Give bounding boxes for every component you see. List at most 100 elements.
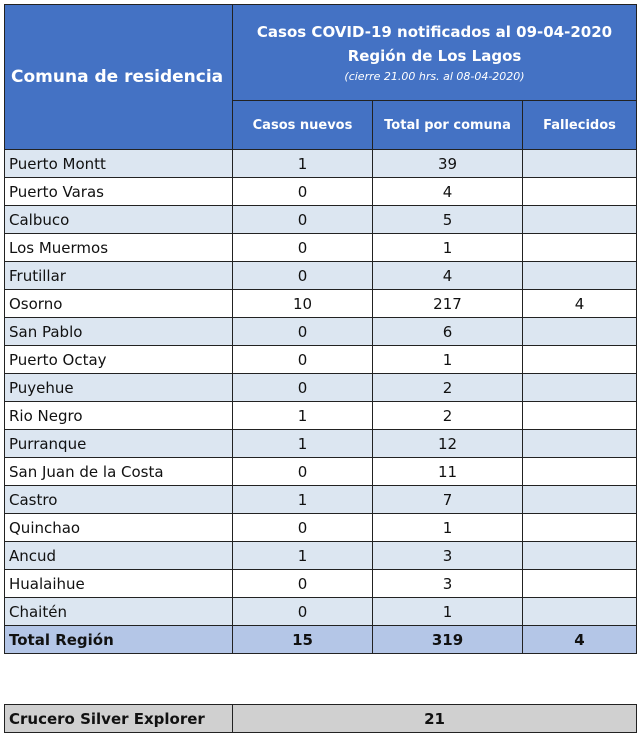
cell-value bbox=[521, 541, 638, 570]
extra-value: 21 bbox=[232, 704, 637, 733]
cell-value: 11 bbox=[372, 457, 523, 486]
cell-value: 1 bbox=[232, 149, 373, 178]
table-row: Chaitén 0 1 bbox=[4, 597, 638, 626]
cell-value: 0 bbox=[232, 345, 373, 374]
comuna-name: Puerto Varas bbox=[4, 177, 233, 206]
comuna-name: San Juan de la Costa bbox=[4, 457, 233, 486]
cell-value: 4 bbox=[521, 289, 638, 318]
cell-value: 0 bbox=[232, 177, 373, 206]
table-row: Calbuco 0 5 bbox=[4, 205, 638, 234]
table-row: Rio Negro 1 2 bbox=[4, 401, 638, 430]
cell-value: 1 bbox=[372, 345, 523, 374]
comuna-name: Quinchao bbox=[4, 513, 233, 542]
cell-value: 0 bbox=[232, 373, 373, 402]
cell-value: 0 bbox=[232, 233, 373, 262]
comuna-name: Puerto Octay bbox=[4, 345, 233, 374]
cell-value: 12 bbox=[372, 429, 523, 458]
total-value: 319 bbox=[372, 625, 523, 654]
cell-value: 6 bbox=[372, 317, 523, 346]
cell-value: 0 bbox=[232, 597, 373, 626]
extra-table: Crucero Silver Explorer 21 bbox=[4, 704, 637, 733]
table-row: Puerto Montt 1 39 bbox=[4, 149, 638, 178]
cell-value bbox=[521, 261, 638, 290]
table-row: Ancud 1 3 bbox=[4, 541, 638, 570]
cell-value bbox=[521, 317, 638, 346]
table-row: Castro 1 7 bbox=[4, 485, 638, 514]
table-row: Puyehue 0 2 bbox=[4, 373, 638, 402]
comuna-name: Hualaihue bbox=[4, 569, 233, 598]
comuna-name: Frutillar bbox=[4, 261, 233, 290]
cases-table: Comuna de residencia Casos COVID-19 noti… bbox=[4, 4, 638, 654]
cell-value: 7 bbox=[372, 485, 523, 514]
cell-value bbox=[521, 513, 638, 542]
cell-value: 0 bbox=[232, 317, 373, 346]
title-line: Casos COVID-19 notificados al 09-04-2020 bbox=[256, 22, 613, 41]
cell-value: 0 bbox=[232, 261, 373, 290]
table-row: Purranque 1 12 bbox=[4, 429, 638, 458]
cell-value: 0 bbox=[232, 457, 373, 486]
total-value: 15 bbox=[232, 625, 373, 654]
extra-label: Crucero Silver Explorer bbox=[4, 704, 233, 733]
cell-value: 10 bbox=[232, 289, 373, 318]
comuna-name: Chaitén bbox=[4, 597, 233, 626]
cell-value bbox=[521, 345, 638, 374]
cell-value bbox=[521, 177, 638, 206]
table-row: Osorno 10 217 4 bbox=[4, 289, 638, 318]
cell-value: 2 bbox=[372, 373, 523, 402]
table-row: Hualaihue 0 3 bbox=[4, 569, 638, 598]
cell-value bbox=[521, 485, 638, 514]
cell-value: 1 bbox=[232, 485, 373, 514]
cell-value: 39 bbox=[372, 149, 523, 178]
cell-value bbox=[521, 597, 638, 626]
cell-value bbox=[521, 457, 638, 486]
table-row: Los Muermos 0 1 bbox=[4, 233, 638, 262]
column-header: Casos nuevos bbox=[232, 100, 373, 150]
cell-value: 0 bbox=[232, 205, 373, 234]
table-row: Frutillar 0 4 bbox=[4, 261, 638, 290]
title-note: (cierre 21.00 hrs. al 08-04-2020) bbox=[344, 69, 525, 83]
comuna-name: Rio Negro bbox=[4, 401, 233, 430]
cell-value bbox=[521, 569, 638, 598]
title-line: Región de Los Lagos bbox=[347, 46, 522, 65]
comuna-name: Calbuco bbox=[4, 205, 233, 234]
cell-value: 5 bbox=[372, 205, 523, 234]
cell-value: 2 bbox=[372, 401, 523, 430]
table-body: Puerto Montt 1 39 Puerto Varas 0 4 Calbuco 0 5 Lo… bbox=[4, 149, 638, 654]
table-row: San Pablo 0 6 bbox=[4, 317, 638, 346]
table-row: Puerto Octay 0 1 bbox=[4, 345, 638, 374]
column-header: Fallecidos bbox=[521, 100, 638, 150]
cell-value bbox=[521, 429, 638, 458]
column-title: Comuna de residencia bbox=[4, 4, 233, 150]
cell-value bbox=[521, 149, 638, 178]
comuna-name: San Pablo bbox=[4, 317, 233, 346]
cell-value: 1 bbox=[232, 541, 373, 570]
comuna-name: Purranque bbox=[4, 429, 233, 458]
comuna-name: Los Muermos bbox=[4, 233, 233, 262]
cell-value bbox=[521, 233, 638, 262]
cell-value: 0 bbox=[232, 513, 373, 542]
cell-value: 1 bbox=[232, 401, 373, 430]
cell-value: 217 bbox=[372, 289, 523, 318]
cell-value: 4 bbox=[372, 261, 523, 290]
column-header: Total por comuna bbox=[372, 100, 523, 150]
total-value: 4 bbox=[521, 625, 638, 654]
cell-value: 1 bbox=[372, 233, 523, 262]
cell-value: 1 bbox=[372, 513, 523, 542]
comuna-name: Osorno bbox=[4, 289, 233, 318]
table-row: San Juan de la Costa 0 11 bbox=[4, 457, 638, 486]
cell-value bbox=[521, 205, 638, 234]
comuna-name: Castro bbox=[4, 485, 233, 514]
comuna-name: Puyehue bbox=[4, 373, 233, 402]
total-row: Total Región 15 319 4 bbox=[4, 625, 638, 654]
header-title-block: Casos COVID-19 notificados al 09-04-2020… bbox=[231, 4, 638, 101]
table-row: Puerto Varas 0 4 bbox=[4, 177, 638, 206]
cell-value: 3 bbox=[372, 541, 523, 570]
cell-value: 1 bbox=[372, 597, 523, 626]
cell-value: 4 bbox=[372, 177, 523, 206]
comuna-name: Ancud bbox=[4, 541, 233, 570]
cell-value: 3 bbox=[372, 569, 523, 598]
cell-value: 0 bbox=[232, 569, 373, 598]
cell-value bbox=[521, 401, 638, 430]
total-label: Total Región bbox=[4, 625, 233, 654]
